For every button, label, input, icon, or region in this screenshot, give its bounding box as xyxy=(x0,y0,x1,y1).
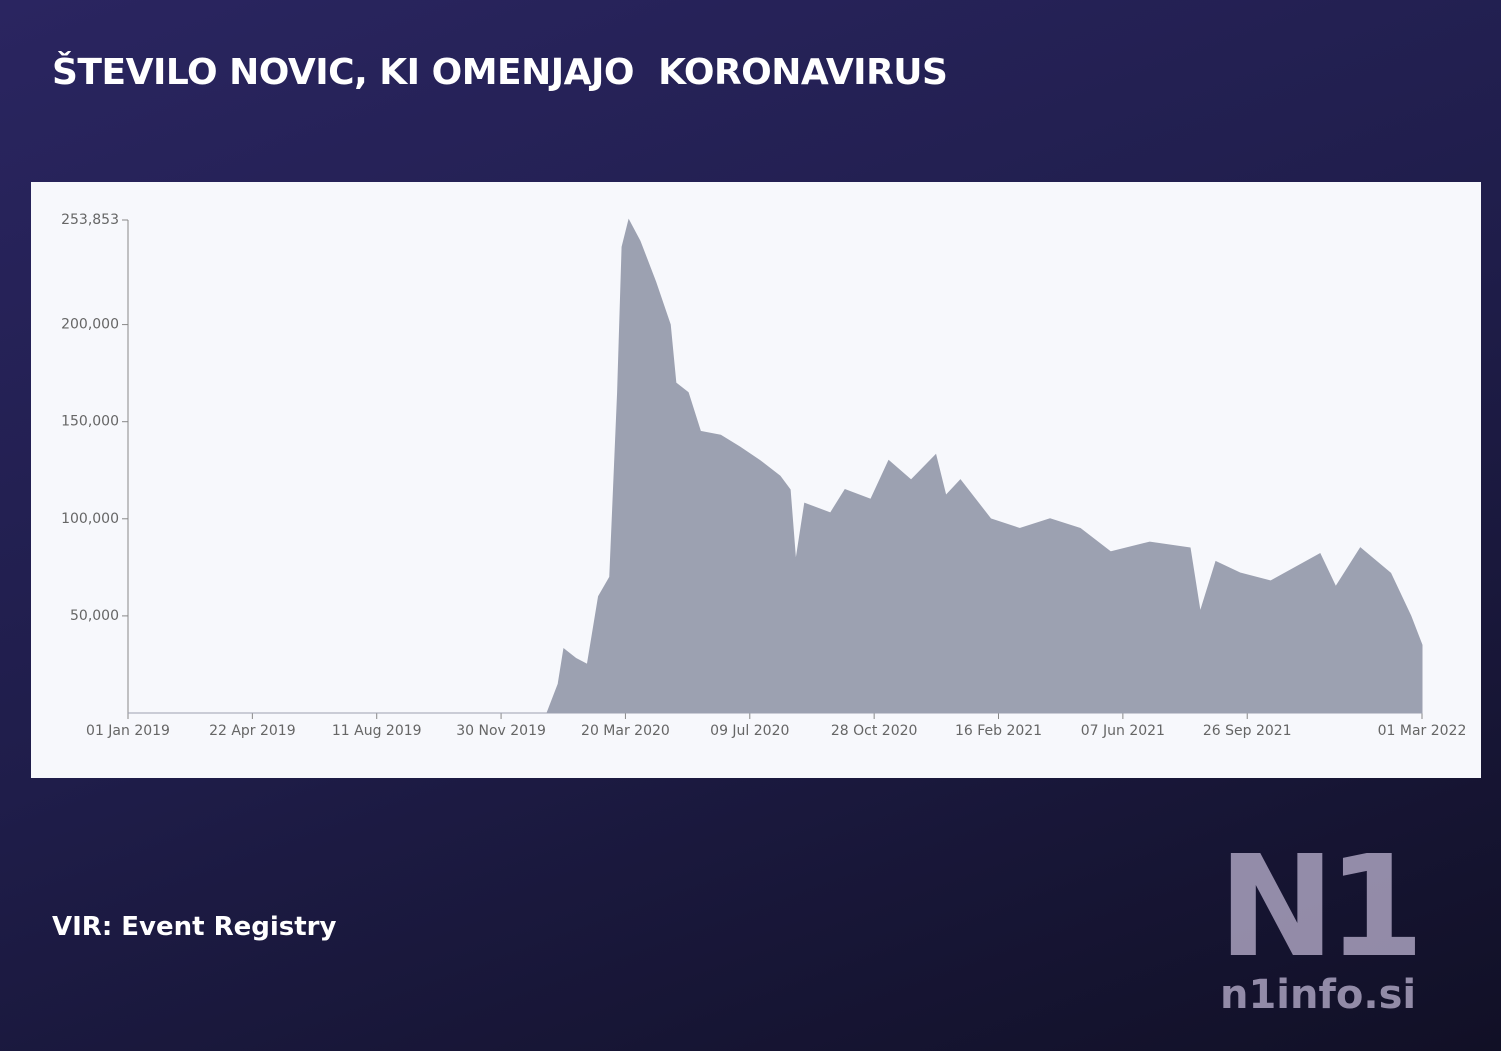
y-tick-label: 150,000 xyxy=(61,414,119,430)
y-tick-label: 253,853 xyxy=(61,212,119,228)
x-tick-label: 28 Oct 2020 xyxy=(831,723,918,739)
x-tick-label: 01 Mar 2022 xyxy=(1378,723,1467,739)
x-tick-label: 20 Mar 2020 xyxy=(581,723,670,739)
x-tick-label: 22 Apr 2019 xyxy=(209,723,296,739)
chart: 50,000 100,000 150,000 200,000 253,853 01 Jan… xyxy=(31,182,1481,778)
logo: N1 xyxy=(1218,826,1425,989)
x-tick-label: 30 Nov 2019 xyxy=(456,723,546,739)
y-tick-label: 50,000 xyxy=(70,608,119,624)
y-tick-label: 100,000 xyxy=(61,511,119,527)
source: VIR: Event Registry xyxy=(52,912,337,942)
x-tick-label: 11 Aug 2019 xyxy=(332,723,422,739)
site: n1info.si xyxy=(1220,972,1417,1018)
x-tick-label: 09 Jul 2020 xyxy=(710,723,789,739)
x-tick-label: 16 Feb 2021 xyxy=(955,723,1042,739)
y-tick-label: 200,000 xyxy=(61,317,119,333)
x-tick-label: 01 Jan 2019 xyxy=(86,723,170,739)
area xyxy=(128,218,1423,714)
x-tick-label: 07 Jun 2021 xyxy=(1081,723,1165,739)
x-tick-label: 26 Sep 2021 xyxy=(1203,723,1292,739)
title: ŠTEVILO NOVIC, KI OMENJAJO KORONAVIRUS xyxy=(52,52,948,93)
